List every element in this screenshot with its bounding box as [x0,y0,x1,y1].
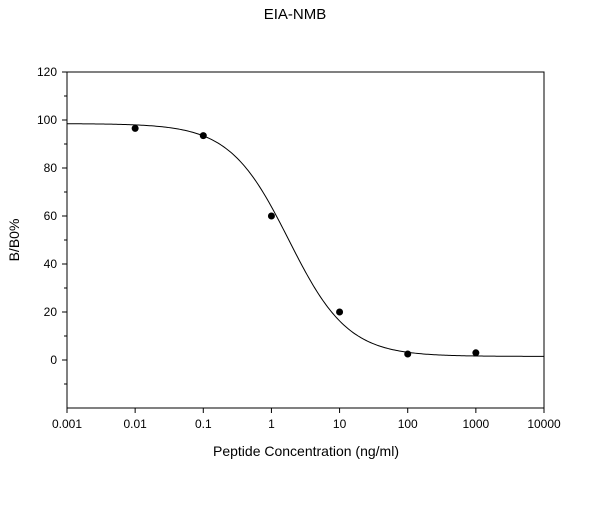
x-axis-label: Peptide Concentration (ng/ml) [213,443,399,459]
x-tick-label: 10 [333,417,347,431]
data-point [336,308,344,316]
x-tick-label: 100 [398,417,418,431]
data-points [131,124,480,358]
fit-curve [66,123,544,357]
x-tick-label: 0.1 [195,417,212,431]
y-tick-label: 80 [44,161,58,175]
plot-frame [66,71,545,409]
x-tick-label: 10000 [527,417,561,431]
data-point [199,132,207,140]
y-axis-label: B/B0% [6,219,22,262]
data-point [131,124,139,132]
data-point [404,350,412,358]
axes: 0 20 40 60 80 100 120 0.001 0.01 0.1 1 10 100 1000 100… [37,65,561,431]
y-tick-label: 0 [50,353,57,367]
y-tick-label: 60 [44,209,58,223]
y-tick-label: 40 [44,257,58,271]
fit-curve-group [66,123,544,357]
y-tick-label: 20 [44,305,58,319]
x-tick-label: 1000 [463,417,490,431]
x-tick-label: 1 [268,417,275,431]
data-point [267,212,275,220]
chart-title: EIA-NMB [263,6,327,23]
data-point [472,349,480,357]
x-tick-label: 0.001 [52,417,82,431]
x-tick-label: 0.01 [123,417,147,431]
y-tick-label: 100 [37,113,57,127]
y-tick-label: 120 [37,65,57,79]
